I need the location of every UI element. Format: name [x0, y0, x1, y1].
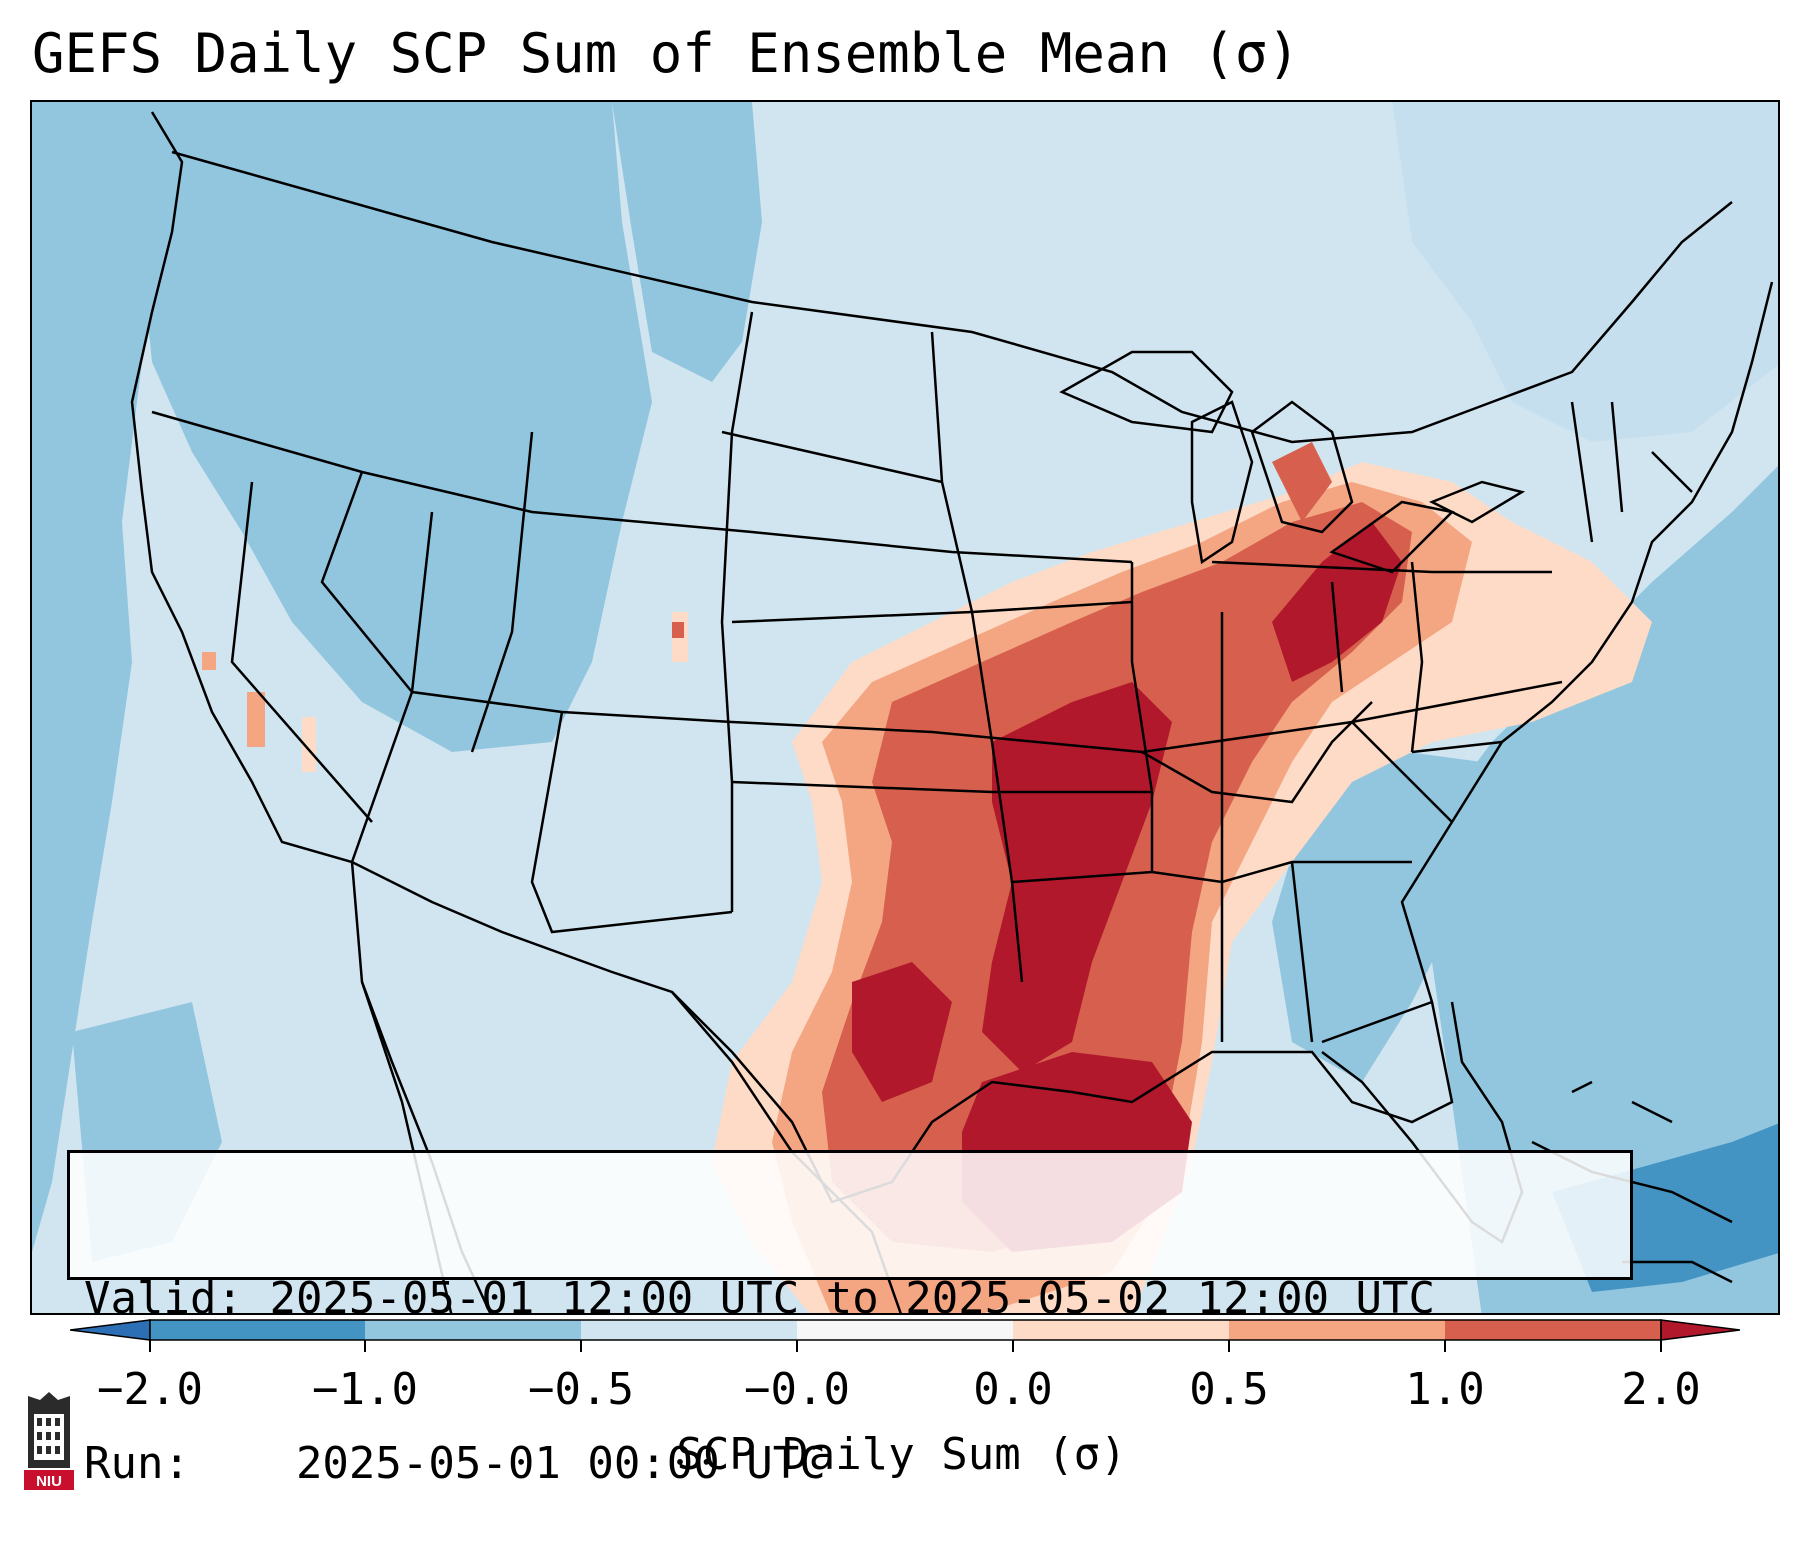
colorbar-tick-marks	[149, 1340, 1662, 1352]
colorbar-bin-2	[365, 1320, 581, 1340]
colorbar-bin-7	[1445, 1320, 1661, 1340]
run-line: Run: 2025-05-01 00:00 UTC	[84, 1436, 1630, 1491]
colorbar-tick-label: −1.0	[312, 1364, 418, 1415]
map-title: GEFS Daily SCP Sum of Ensemble Mean (σ)	[32, 22, 1300, 85]
colorbar-tick-label: 2.0	[1621, 1364, 1701, 1415]
run-value: 2025-05-01 00:00 UTC	[295, 1438, 826, 1489]
atlantic-ocean	[1402, 466, 1778, 1313]
colorbar-bin-5	[1013, 1320, 1229, 1340]
colorbar-tick-label: −0.0	[744, 1364, 850, 1415]
valid-run-info: Valid: 2025-05-01 12:00 UTC to 2025-05-0…	[67, 1150, 1633, 1489]
valid-value: 2025-05-01 12:00 UTC to 2025-05-02 12:00…	[269, 1273, 1436, 1324]
anomaly-core-ohio	[1272, 522, 1402, 682]
colorbar-tick-label: −0.5	[528, 1364, 634, 1415]
colorbar-tick-label: 0.0	[973, 1364, 1053, 1415]
western-region	[142, 102, 652, 752]
colorbar-bin-4	[797, 1320, 1013, 1340]
colorbar-below-extend	[70, 1319, 151, 1341]
southeast-region	[1272, 742, 1482, 1082]
state-boundaries	[130, 111, 1774, 1313]
pacific-ocean	[32, 102, 172, 1252]
map-panel	[30, 100, 1780, 1315]
colorbar-tick-label: 1.0	[1405, 1364, 1485, 1415]
colorbar-tick-label: −2.0	[97, 1364, 203, 1415]
colorbar-above-extend	[1660, 1319, 1740, 1341]
anomaly-michigan	[1272, 442, 1332, 522]
valid-label: Valid:	[84, 1273, 243, 1324]
valid-line: Valid: 2025-05-01 12:00 UTC to 2025-05-0…	[84, 1271, 1630, 1326]
run-label: Run:	[84, 1438, 190, 1489]
scp-map	[32, 102, 1778, 1313]
niu-logo-text: NIU	[36, 1473, 62, 1490]
colorbar	[70, 1319, 1740, 1352]
anomaly-california	[247, 692, 265, 747]
northern-plains-region	[612, 102, 762, 382]
colorbar-label: SCP Daily Sum (σ)	[676, 1429, 1127, 1480]
anomaly-core-texas	[852, 962, 952, 1102]
canada-east-region	[1392, 102, 1778, 442]
niu-logo: NIU	[24, 1392, 74, 1490]
colorbar-bin-3	[581, 1320, 797, 1340]
colorbar-bin-1	[150, 1320, 365, 1340]
colorbar-tick-label: 0.5	[1189, 1364, 1269, 1415]
colorbar-bin-6	[1229, 1320, 1445, 1340]
